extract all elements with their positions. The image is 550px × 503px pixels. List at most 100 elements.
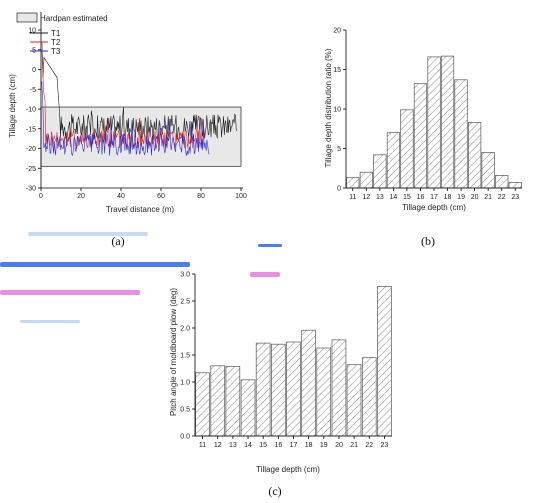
bar-15	[400, 109, 414, 189]
image-artifact-pink-1	[0, 290, 140, 295]
x-tick-label: 16	[417, 194, 425, 201]
y-tick-label: -25	[26, 166, 36, 173]
bar-14	[386, 132, 401, 189]
y-tick-label: 0.0	[180, 434, 190, 441]
chart-b-xlabel: Tillage depth (cm)	[402, 203, 466, 212]
y-tick-label: -15	[26, 126, 36, 133]
x-tick-label: 22	[498, 194, 506, 201]
bar-23	[508, 182, 522, 189]
bar-18	[440, 55, 455, 189]
bar-17	[286, 341, 301, 437]
x-tick-label: 80	[197, 193, 205, 200]
bar-16	[413, 83, 428, 189]
y-tick-label: 3.0	[180, 272, 190, 279]
x-tick-label: 20	[471, 194, 479, 201]
x-tick-label: 19	[457, 194, 465, 201]
x-tick-label: 14	[389, 194, 397, 201]
chart-a-ylabel: Tillage depth (cm)	[8, 74, 17, 138]
x-tick-label: 14	[244, 442, 252, 449]
x-tick-label: 15	[403, 194, 411, 201]
x-tick-label: 13	[376, 194, 384, 201]
legend-t1-label: T1	[51, 29, 61, 38]
bar-23	[377, 286, 392, 437]
y-tick-label: 10	[28, 28, 36, 35]
bar-20	[468, 122, 482, 189]
bar-20	[331, 339, 347, 437]
x-tick-label: 16	[274, 442, 282, 449]
x-tick-label: 40	[117, 193, 125, 200]
x-tick-label: 11	[199, 442, 206, 449]
chart-a: 0204060801001050-5-10-15-20-25-30 Travel…	[8, 12, 247, 248]
bar-11	[346, 177, 360, 189]
x-tick-label: 100	[235, 193, 247, 200]
bar-19	[316, 347, 332, 437]
x-tick-label: 15	[259, 442, 267, 449]
y-tick-label: -5	[30, 87, 36, 94]
y-tick-label: 20	[333, 28, 341, 35]
x-tick-label: 17	[430, 194, 438, 201]
chart-c-xlabel: Tillage depth (cm)	[256, 465, 320, 474]
image-artifact-blue-3	[258, 244, 282, 247]
image-artifact-pink-2	[250, 272, 280, 277]
chart-b-ylabel: Tillage depth distribution ratio (%)	[324, 48, 333, 167]
legend-hardpan-label: Hardpan estimated	[40, 14, 108, 23]
chart-a-legend: Hardpan estimated T1 T2 T3	[16, 12, 108, 56]
x-tick-label: 12	[362, 194, 370, 201]
panel-label-a: (a)	[111, 234, 124, 248]
x-tick-label: 60	[157, 193, 165, 200]
x-tick-label: 18	[305, 442, 313, 449]
bar-12	[210, 365, 226, 437]
panel-label-b: (b)	[421, 234, 435, 248]
x-tick-label: 20	[77, 193, 85, 200]
chart-a-xlabel: Travel distance (m)	[106, 205, 175, 214]
series-line-t1	[41, 49, 238, 140]
panel-label-c: (c)	[268, 484, 281, 498]
x-tick-label: 13	[229, 442, 237, 449]
x-tick-label: 23	[511, 194, 519, 201]
x-tick-label: 12	[214, 442, 222, 449]
x-tick-label: 22	[365, 442, 373, 449]
bar-14	[240, 379, 256, 437]
bar-21	[346, 364, 362, 437]
legend-hardpan-swatch	[16, 12, 38, 23]
y-tick-label: 10	[333, 107, 341, 114]
bar-18	[301, 329, 316, 437]
image-artifact-blue-2	[0, 262, 190, 267]
bar-13	[373, 154, 387, 189]
x-tick-label: 21	[350, 442, 358, 449]
y-tick-label: 0	[337, 186, 341, 193]
y-tick-label: 2.5	[180, 299, 190, 306]
bar-16	[271, 343, 286, 437]
legend-t3-label: T3	[51, 47, 61, 56]
y-tick-label: -10	[26, 107, 36, 114]
bar-19	[454, 79, 468, 189]
bar-13	[225, 365, 241, 437]
legend-t2-label: T2	[51, 38, 61, 47]
y-tick-label: 5	[337, 146, 341, 153]
bar-22	[361, 357, 377, 437]
series-line-t3	[41, 81, 210, 157]
bar-12	[359, 171, 373, 189]
bar-17	[427, 56, 441, 189]
chart-b: 11 12 13 14 15 16 17 18 19 20 21 22 23 0 5 10 15 20 Tilla…	[324, 28, 522, 248]
x-tick-label: 11	[349, 194, 356, 201]
y-tick-label: -20	[26, 146, 36, 153]
x-tick-label: 19	[320, 442, 328, 449]
chart-c-ylabel: Pitch angle of moldboard plow (deg)	[169, 288, 178, 416]
y-tick-label: 15	[333, 67, 341, 74]
x-tick-label: 20	[335, 442, 343, 449]
x-tick-label: 23	[381, 442, 389, 449]
x-tick-label: 18	[444, 194, 452, 201]
chart-c: 11 12 13 14 15 16 17 18 19 20 21 22 23 0.0 0.5 1.0 1.5 2.…	[169, 272, 392, 498]
image-artifact-blue-1	[28, 232, 148, 236]
y-tick-label: 0	[32, 67, 36, 74]
bar-21	[481, 152, 495, 189]
y-tick-label: 1.5	[180, 353, 190, 360]
y-tick-label: -30	[26, 186, 36, 193]
y-tick-label: 1.0	[180, 380, 190, 387]
bar-15	[255, 342, 271, 437]
y-tick-label: 2.0	[180, 326, 190, 333]
image-artifact-light	[20, 320, 80, 323]
x-tick-label: 21	[484, 194, 492, 201]
